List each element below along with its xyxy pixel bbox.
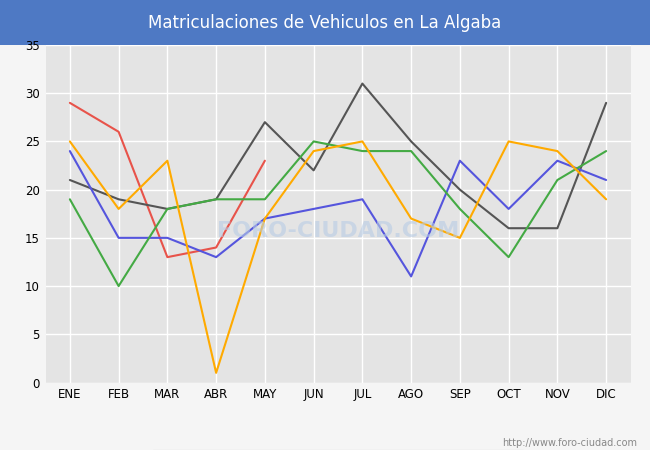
2020 <box>456 235 464 241</box>
2020 <box>212 370 220 376</box>
2024 <box>114 129 122 135</box>
2021 <box>261 197 269 202</box>
2020 <box>359 139 367 144</box>
2021 <box>164 206 172 211</box>
2023 <box>261 119 269 125</box>
2022 <box>261 216 269 221</box>
2021 <box>66 197 74 202</box>
2021 <box>504 254 512 260</box>
Line: 2021: 2021 <box>70 141 606 286</box>
2021 <box>602 148 610 154</box>
2020 <box>504 139 512 144</box>
2024 <box>212 245 220 250</box>
2022 <box>504 206 512 211</box>
Line: 2020: 2020 <box>70 141 606 373</box>
2022 <box>309 206 317 211</box>
2023 <box>554 225 562 231</box>
Text: FORO-CIUDAD.COM: FORO-CIUDAD.COM <box>217 220 459 241</box>
2023 <box>114 197 122 202</box>
2023 <box>602 100 610 106</box>
2022 <box>407 274 415 279</box>
2022 <box>114 235 122 241</box>
2021 <box>212 197 220 202</box>
2020 <box>261 216 269 221</box>
2022 <box>359 197 367 202</box>
2020 <box>164 158 172 163</box>
2023 <box>66 177 74 183</box>
2022 <box>66 148 74 154</box>
2020 <box>309 148 317 154</box>
Text: http://www.foro-ciudad.com: http://www.foro-ciudad.com <box>502 438 637 448</box>
2024 <box>261 158 269 163</box>
2021 <box>359 148 367 154</box>
Text: Matriculaciones de Vehiculos en La Algaba: Matriculaciones de Vehiculos en La Algab… <box>148 14 502 32</box>
2020 <box>66 139 74 144</box>
2023 <box>456 187 464 192</box>
2023 <box>407 139 415 144</box>
2021 <box>456 206 464 211</box>
2022 <box>554 158 562 163</box>
2022 <box>602 177 610 183</box>
2024 <box>164 254 172 260</box>
2022 <box>164 235 172 241</box>
Line: 2024: 2024 <box>70 103 265 257</box>
2021 <box>114 284 122 289</box>
2022 <box>456 158 464 163</box>
2022 <box>212 254 220 260</box>
2023 <box>212 197 220 202</box>
2024 <box>66 100 74 106</box>
2023 <box>164 206 172 211</box>
2021 <box>309 139 317 144</box>
2020 <box>114 206 122 211</box>
2023 <box>359 81 367 86</box>
2021 <box>554 177 562 183</box>
Line: 2023: 2023 <box>70 84 606 228</box>
2023 <box>504 225 512 231</box>
Line: 2022: 2022 <box>70 151 606 276</box>
2021 <box>407 148 415 154</box>
2020 <box>602 197 610 202</box>
2020 <box>554 148 562 154</box>
2023 <box>309 168 317 173</box>
2020 <box>407 216 415 221</box>
